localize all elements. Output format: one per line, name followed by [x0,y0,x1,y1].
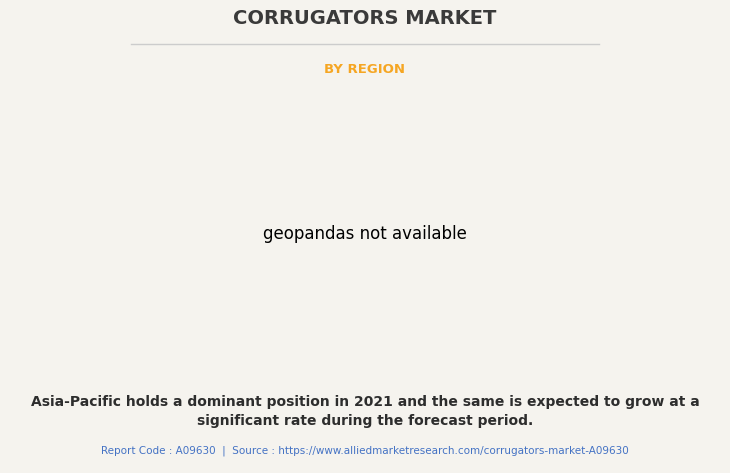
Text: Asia-Pacific holds a dominant position in 2021 and the same is expected to grow : Asia-Pacific holds a dominant position i… [31,395,699,409]
Text: geopandas not available: geopandas not available [263,225,467,243]
Text: BY REGION: BY REGION [325,63,405,76]
Text: Report Code : A09630  |  Source : https://www.alliedmarketresearch.com/corrugato: Report Code : A09630 | Source : https://… [101,446,629,456]
Text: significant rate during the forecast period.: significant rate during the forecast per… [197,414,533,428]
Text: CORRUGATORS MARKET: CORRUGATORS MARKET [234,9,496,28]
